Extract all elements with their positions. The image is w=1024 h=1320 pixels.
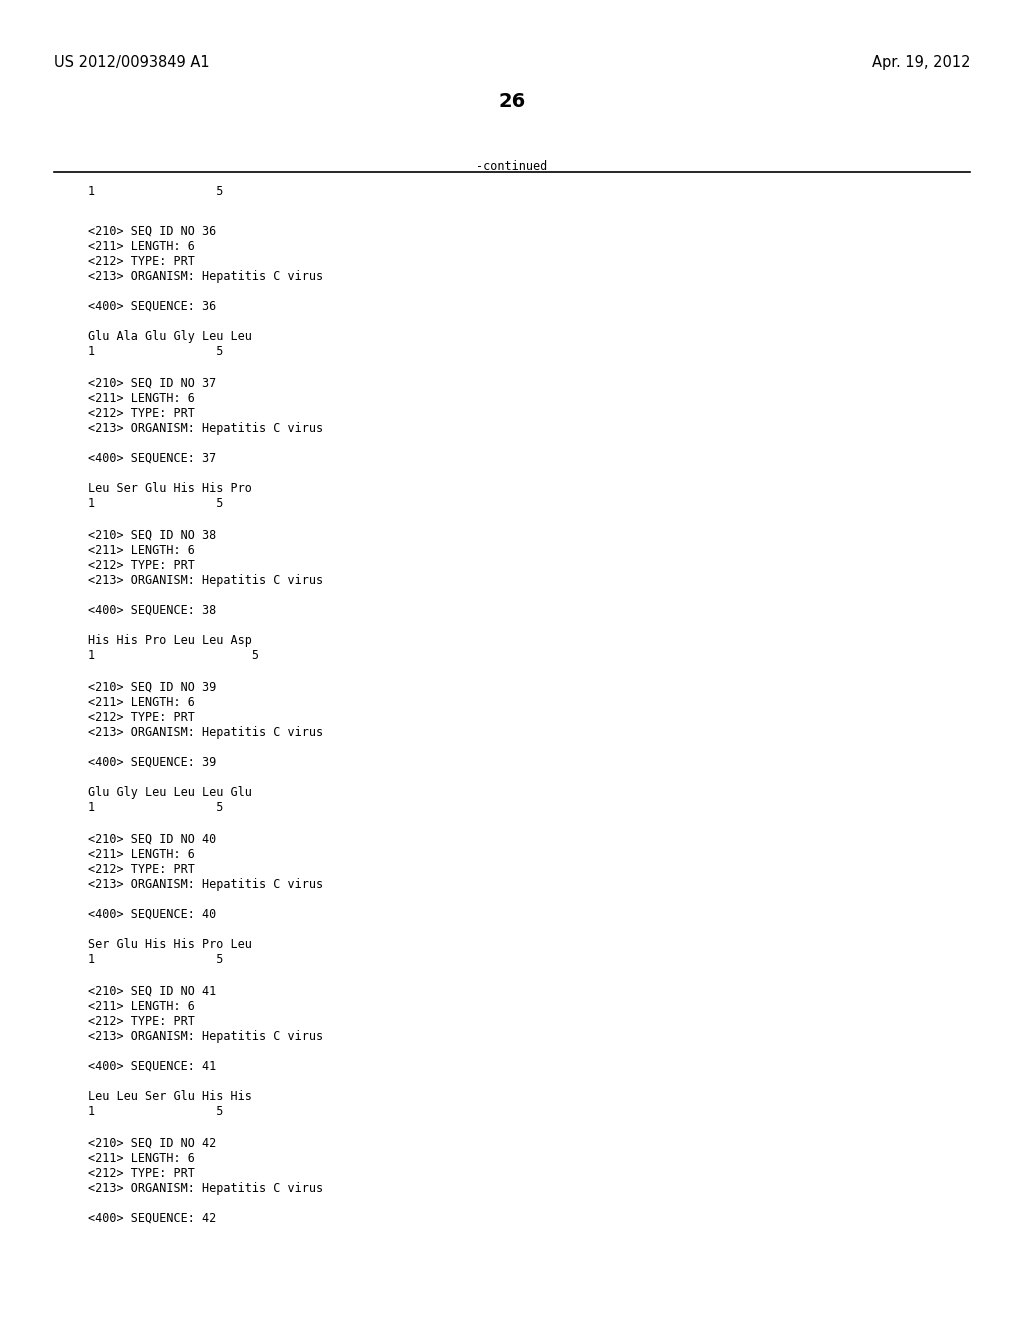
Text: <400> SEQUENCE: 40: <400> SEQUENCE: 40 [88, 908, 216, 921]
Text: Leu Leu Ser Glu His His: Leu Leu Ser Glu His His [88, 1090, 252, 1104]
Text: <210> SEQ ID NO 41: <210> SEQ ID NO 41 [88, 985, 216, 998]
Text: <213> ORGANISM: Hepatitis C virus: <213> ORGANISM: Hepatitis C virus [88, 1030, 324, 1043]
Text: <211> LENGTH: 6: <211> LENGTH: 6 [88, 696, 195, 709]
Text: 26: 26 [499, 92, 525, 111]
Text: <211> LENGTH: 6: <211> LENGTH: 6 [88, 544, 195, 557]
Text: US 2012/0093849 A1: US 2012/0093849 A1 [54, 55, 210, 70]
Text: <212> TYPE: PRT: <212> TYPE: PRT [88, 1015, 195, 1028]
Text: 1                 5: 1 5 [88, 185, 223, 198]
Text: <212> TYPE: PRT: <212> TYPE: PRT [88, 407, 195, 420]
Text: <210> SEQ ID NO 37: <210> SEQ ID NO 37 [88, 378, 216, 389]
Text: <213> ORGANISM: Hepatitis C virus: <213> ORGANISM: Hepatitis C virus [88, 1181, 324, 1195]
Text: -continued: -continued [476, 160, 548, 173]
Text: <211> LENGTH: 6: <211> LENGTH: 6 [88, 240, 195, 253]
Text: 1                 5: 1 5 [88, 1105, 223, 1118]
Text: 1                 5: 1 5 [88, 345, 223, 358]
Text: <212> TYPE: PRT: <212> TYPE: PRT [88, 1167, 195, 1180]
Text: <400> SEQUENCE: 39: <400> SEQUENCE: 39 [88, 756, 216, 770]
Text: <400> SEQUENCE: 38: <400> SEQUENCE: 38 [88, 605, 216, 616]
Text: <210> SEQ ID NO 40: <210> SEQ ID NO 40 [88, 833, 216, 846]
Text: <213> ORGANISM: Hepatitis C virus: <213> ORGANISM: Hepatitis C virus [88, 271, 324, 282]
Text: <210> SEQ ID NO 39: <210> SEQ ID NO 39 [88, 681, 216, 694]
Text: <213> ORGANISM: Hepatitis C virus: <213> ORGANISM: Hepatitis C virus [88, 574, 324, 587]
Text: <211> LENGTH: 6: <211> LENGTH: 6 [88, 847, 195, 861]
Text: 1                 5: 1 5 [88, 801, 223, 814]
Text: <211> LENGTH: 6: <211> LENGTH: 6 [88, 1152, 195, 1166]
Text: Glu Gly Leu Leu Leu Glu: Glu Gly Leu Leu Leu Glu [88, 785, 252, 799]
Text: <400> SEQUENCE: 37: <400> SEQUENCE: 37 [88, 451, 216, 465]
Text: <211> LENGTH: 6: <211> LENGTH: 6 [88, 1001, 195, 1012]
Text: 1                 5: 1 5 [88, 953, 223, 966]
Text: <212> TYPE: PRT: <212> TYPE: PRT [88, 711, 195, 723]
Text: <213> ORGANISM: Hepatitis C virus: <213> ORGANISM: Hepatitis C virus [88, 422, 324, 436]
Text: <210> SEQ ID NO 36: <210> SEQ ID NO 36 [88, 224, 216, 238]
Text: <210> SEQ ID NO 38: <210> SEQ ID NO 38 [88, 529, 216, 543]
Text: 1                 5: 1 5 [88, 498, 223, 510]
Text: 1                      5: 1 5 [88, 649, 259, 663]
Text: <213> ORGANISM: Hepatitis C virus: <213> ORGANISM: Hepatitis C virus [88, 726, 324, 739]
Text: Leu Ser Glu His His Pro: Leu Ser Glu His His Pro [88, 482, 252, 495]
Text: Apr. 19, 2012: Apr. 19, 2012 [871, 55, 970, 70]
Text: His His Pro Leu Leu Asp: His His Pro Leu Leu Asp [88, 634, 252, 647]
Text: <211> LENGTH: 6: <211> LENGTH: 6 [88, 392, 195, 405]
Text: <210> SEQ ID NO 42: <210> SEQ ID NO 42 [88, 1137, 216, 1150]
Text: <400> SEQUENCE: 42: <400> SEQUENCE: 42 [88, 1212, 216, 1225]
Text: Glu Ala Glu Gly Leu Leu: Glu Ala Glu Gly Leu Leu [88, 330, 252, 343]
Text: Ser Glu His His Pro Leu: Ser Glu His His Pro Leu [88, 939, 252, 950]
Text: <213> ORGANISM: Hepatitis C virus: <213> ORGANISM: Hepatitis C virus [88, 878, 324, 891]
Text: <212> TYPE: PRT: <212> TYPE: PRT [88, 255, 195, 268]
Text: <400> SEQUENCE: 36: <400> SEQUENCE: 36 [88, 300, 216, 313]
Text: <212> TYPE: PRT: <212> TYPE: PRT [88, 863, 195, 876]
Text: <400> SEQUENCE: 41: <400> SEQUENCE: 41 [88, 1060, 216, 1073]
Text: <212> TYPE: PRT: <212> TYPE: PRT [88, 558, 195, 572]
